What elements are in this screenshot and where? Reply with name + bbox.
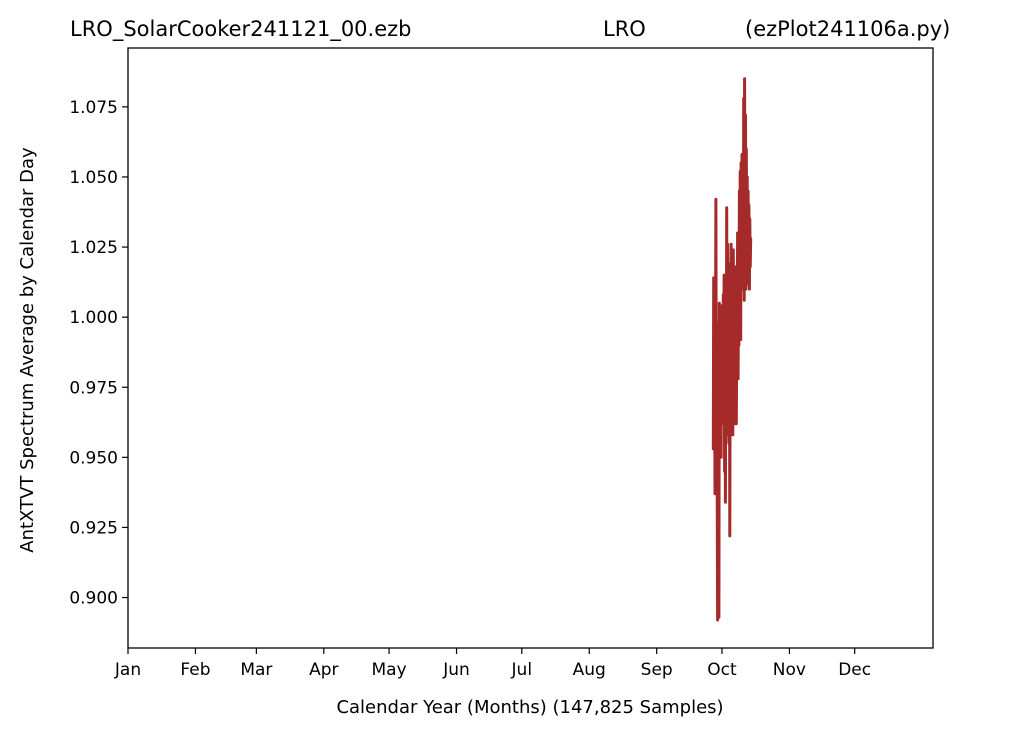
x-tick-label: Sep [641, 660, 673, 680]
y-axis-label: AntXTVT Spectrum Average by Calendar Day [17, 147, 38, 553]
series-line-0 [711, 77, 753, 622]
y-tick-label: 1.050 [69, 168, 118, 188]
y-tick-label: 0.900 [69, 589, 118, 609]
x-tick-label: Dec [838, 660, 871, 680]
y-tick-label: 0.950 [69, 448, 118, 468]
x-tick-label: May [372, 660, 407, 680]
x-tick-label: Feb [180, 660, 210, 680]
x-axis-ticks: Jan Feb Mar Apr May Jun Jul Aug Sep Oct Nov Dec [114, 648, 871, 680]
x-axis-label: Calendar Year (Months) (147,825 Samples) [336, 697, 723, 718]
x-tick-label: Oct [707, 660, 737, 680]
x-tick-label: Mar [240, 660, 272, 680]
script-name-title: (ezPlot241106a.py) [745, 17, 950, 41]
station-title: LRO [603, 17, 646, 41]
x-tick-label: Apr [309, 660, 338, 680]
y-tick-label: 1.000 [69, 308, 118, 328]
y-tick-label: 0.925 [69, 518, 118, 538]
x-tick-label: Jul [511, 660, 533, 680]
axes-frame [127, 47, 934, 649]
plot-area [711, 77, 753, 622]
x-tick-label: Aug [573, 660, 606, 680]
y-tick-label: 1.025 [69, 238, 118, 258]
x-tick-label: Jun [442, 660, 470, 680]
file-name-title: LRO_SolarCooker241121_00.ezb [70, 17, 412, 42]
y-tick-label: 0.975 [69, 378, 118, 398]
y-axis-ticks: 0.900 0.925 0.950 0.975 1.000 1.025 1.050 1.075 [69, 98, 128, 609]
x-tick-label: Nov [773, 660, 806, 680]
x-tick-label: Jan [114, 660, 141, 680]
y-tick-label: 1.075 [69, 98, 118, 118]
